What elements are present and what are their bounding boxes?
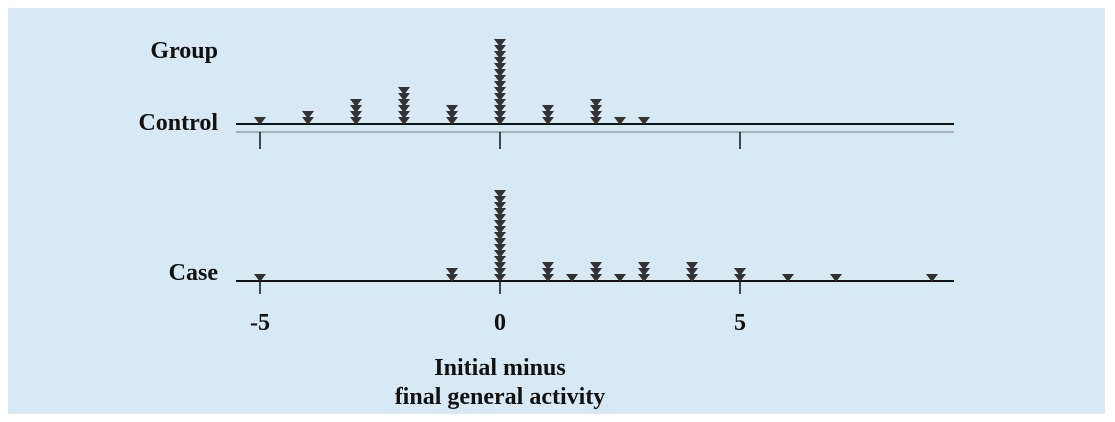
case-marker xyxy=(926,274,938,282)
control-marker xyxy=(494,99,506,107)
control-marker xyxy=(542,111,554,119)
control-marker xyxy=(254,117,266,125)
group-label: Group xyxy=(150,38,218,64)
control-marker xyxy=(398,105,410,113)
case-marker xyxy=(494,190,506,198)
control-marker xyxy=(494,81,506,89)
case-marker xyxy=(494,262,506,270)
control-marker xyxy=(494,63,506,71)
case-marker xyxy=(686,274,698,282)
case-marker xyxy=(494,250,506,258)
case-marker xyxy=(446,268,458,276)
control-marker xyxy=(590,111,602,119)
control-marker xyxy=(494,39,506,47)
case-marker xyxy=(590,274,602,282)
control-marker xyxy=(494,57,506,65)
case-marker xyxy=(542,274,554,282)
control-marker xyxy=(494,93,506,101)
x-axis-label-line-2: final general activity xyxy=(395,384,606,410)
case-marker xyxy=(494,232,506,240)
control-marker xyxy=(446,111,458,119)
control-marker xyxy=(398,111,410,119)
control-marker xyxy=(494,117,506,125)
control-marker xyxy=(542,117,554,125)
control-marker xyxy=(542,105,554,113)
control-marker xyxy=(638,117,650,125)
control-marker xyxy=(350,99,362,107)
control-marker xyxy=(614,117,626,125)
case-marker xyxy=(590,262,602,270)
case-marker xyxy=(494,268,506,276)
control-marker xyxy=(494,105,506,113)
case-marker xyxy=(494,244,506,252)
control-marker xyxy=(350,117,362,125)
control-marker xyxy=(590,117,602,125)
control-marker xyxy=(398,93,410,101)
case-marker xyxy=(782,274,794,282)
case-marker xyxy=(734,268,746,276)
dot-strip-chart: Group Control Case -5 0 5 Initial minus fi… xyxy=(138,38,954,410)
control-marker xyxy=(590,99,602,107)
x-tick-label: -5 xyxy=(250,310,270,336)
x-tick-label: 0 xyxy=(494,310,506,336)
control-marker xyxy=(494,45,506,53)
case-marker xyxy=(638,262,650,270)
chart-frame: Group Control Case -5 0 5 Initial minus fi… xyxy=(8,8,1105,414)
case-marker xyxy=(614,274,626,282)
control-marker xyxy=(494,75,506,83)
case-marker xyxy=(638,274,650,282)
x-tick-label: 5 xyxy=(734,310,746,336)
case-marker xyxy=(494,208,506,216)
case-marker xyxy=(494,256,506,264)
control-marker xyxy=(590,105,602,113)
control-marker xyxy=(398,99,410,107)
case-marker xyxy=(542,268,554,276)
case-marker xyxy=(446,274,458,282)
x-axis-label-line-1: Initial minus xyxy=(434,355,565,381)
case-marker xyxy=(494,214,506,222)
control-marker xyxy=(350,105,362,113)
control-marker xyxy=(398,87,410,95)
control-marker xyxy=(446,105,458,113)
control-marker xyxy=(494,87,506,95)
control-marker xyxy=(494,69,506,77)
case-marker xyxy=(494,220,506,228)
control-marker xyxy=(494,51,506,59)
case-marker xyxy=(494,238,506,246)
case-marker xyxy=(494,196,506,204)
case-strip xyxy=(236,190,954,282)
x-axis-ticks: -5 0 5 xyxy=(250,132,746,336)
case-marker xyxy=(830,274,842,282)
case-marker xyxy=(566,274,578,282)
control-strip xyxy=(236,39,954,133)
row-label-case: Case xyxy=(169,260,219,286)
case-marker xyxy=(494,226,506,234)
case-marker xyxy=(590,268,602,276)
case-marker xyxy=(638,268,650,276)
case-marker xyxy=(494,274,506,282)
control-marker xyxy=(302,117,314,125)
case-marker xyxy=(686,262,698,270)
control-marker xyxy=(446,117,458,125)
control-marker xyxy=(302,111,314,119)
case-marker xyxy=(542,262,554,270)
control-marker xyxy=(494,111,506,119)
control-marker xyxy=(398,117,410,125)
row-label-control: Control xyxy=(138,110,218,136)
case-marker xyxy=(254,274,266,282)
control-marker xyxy=(350,111,362,119)
case-marker xyxy=(734,274,746,282)
case-marker xyxy=(494,202,506,210)
case-marker xyxy=(686,268,698,276)
